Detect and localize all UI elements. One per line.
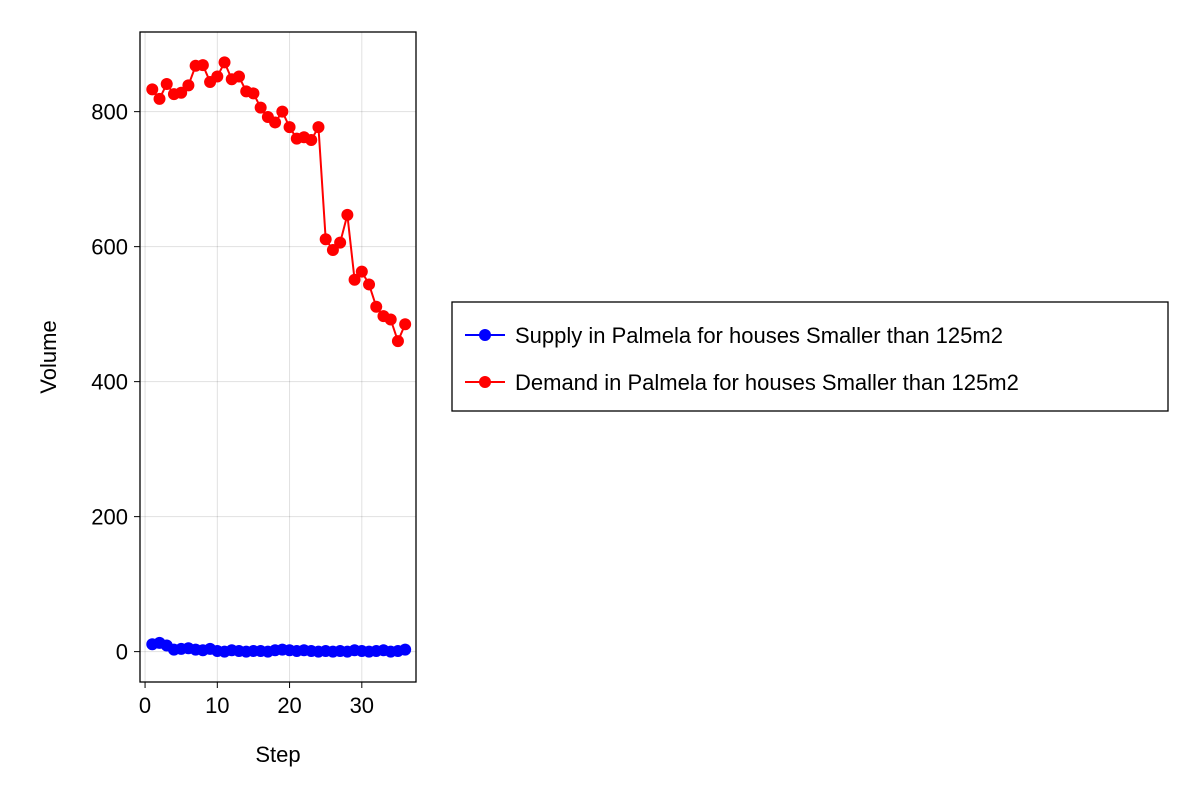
y-tick-label: 200 (91, 505, 128, 530)
legend-item: Supply in Palmela for houses Smaller tha… (465, 323, 1003, 348)
series-line (151, 60, 407, 344)
series-demand (146, 56, 412, 348)
data-point (399, 643, 412, 656)
grid-lines (140, 32, 416, 682)
data-point (146, 83, 159, 96)
data-point (399, 318, 412, 331)
data-point (196, 59, 209, 72)
data-point (182, 79, 195, 92)
data-point (269, 116, 282, 129)
x-tick-label: 10 (205, 693, 229, 718)
x-axis-label: Step (255, 742, 300, 767)
series-supply (146, 636, 412, 658)
x-tick-label: 0 (139, 693, 151, 718)
data-point (319, 233, 332, 246)
x-tick-label: 30 (350, 693, 374, 718)
legend-marker (479, 376, 491, 388)
data-point (326, 244, 339, 257)
x-tick-label: 20 (277, 693, 301, 718)
legend-label: Supply in Palmela for houses Smaller tha… (515, 323, 1003, 348)
data-point (355, 265, 368, 278)
legend-marker (479, 329, 491, 341)
legend-label: Demand in Palmela for houses Smaller tha… (515, 370, 1019, 395)
data-point (283, 121, 296, 134)
data-point (305, 133, 318, 146)
data-point (348, 273, 361, 286)
data-point (153, 92, 166, 105)
data-point (211, 70, 224, 83)
axes: 0 10 20 30 0 200 400 600 800 (91, 100, 374, 718)
data-point (160, 77, 173, 90)
data-point (232, 70, 245, 83)
data-point (384, 313, 397, 326)
data-point (276, 105, 289, 118)
data-point (312, 121, 325, 134)
plot-frame (139, 31, 417, 683)
data-point (334, 236, 347, 249)
series-layer (146, 56, 412, 658)
y-tick-label: 800 (91, 100, 128, 125)
legend-box (451, 301, 1169, 412)
y-axis-label: Volume (36, 320, 61, 393)
data-point (175, 86, 188, 99)
data-point (254, 101, 267, 114)
y-tick-label: 0 (116, 640, 128, 665)
legend-item: Demand in Palmela for houses Smaller tha… (465, 370, 1019, 395)
data-point (363, 278, 376, 291)
data-point (341, 208, 354, 221)
y-tick-label: 600 (91, 235, 128, 260)
data-point (370, 300, 383, 313)
legend: Supply in Palmela for houses Smaller tha… (451, 301, 1169, 412)
data-point (247, 87, 260, 100)
y-tick-label: 400 (91, 370, 128, 395)
data-point (218, 56, 231, 69)
data-point (391, 335, 404, 348)
